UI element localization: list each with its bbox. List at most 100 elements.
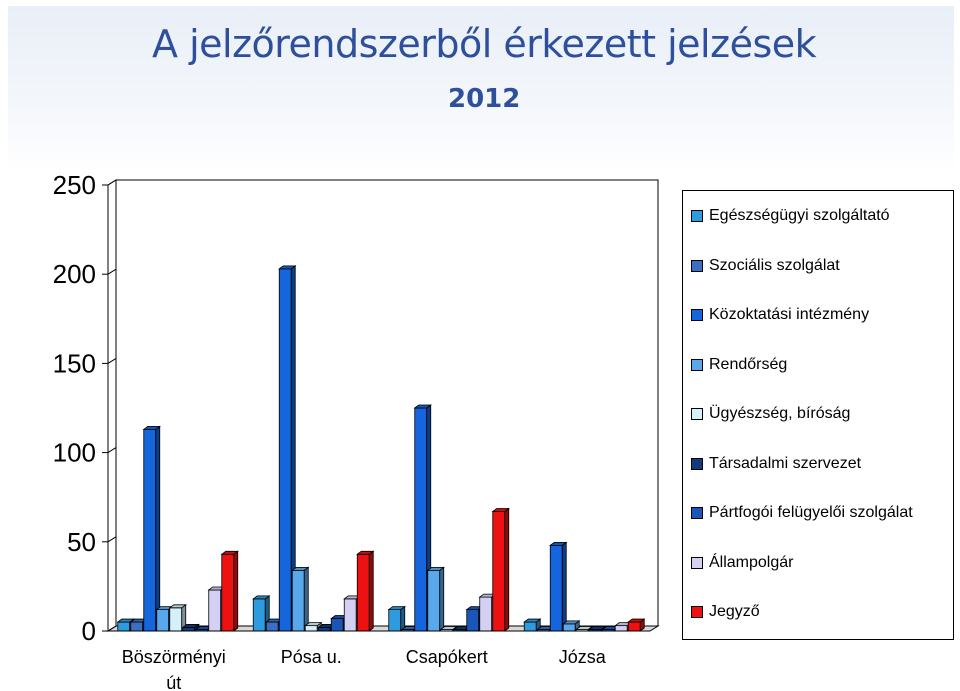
y-tick-label: 150 [53,348,96,378]
legend-label: Egészségügyi szolgáltató [709,207,890,224]
bar-1-1 [265,621,279,632]
legend-label: Társadalmi szervezet [709,454,862,472]
bar-0-8 [221,553,235,632]
legend-swatch [691,210,703,222]
legend-swatch [691,259,703,272]
bar-1-7 [343,598,357,632]
bar-3-2-side [561,541,567,632]
bar-1-8-side [368,550,374,632]
bar-0-8-side [233,550,239,632]
x-tick-label: Csapókert [406,647,488,667]
x-tick-label: Pósa u. [281,647,342,667]
header-background [8,6,954,172]
bar-2-0 [388,609,402,632]
legend-label: Ügyészség, bíróság [709,405,851,422]
bar-3-2-top [549,541,568,546]
bar-1-0 [252,598,266,632]
y-tick-label: 100 [53,438,96,468]
bar-3-7 [614,625,628,632]
legend-item: Állampolgár [691,552,793,574]
bar-3-8-top [627,618,646,623]
bar-2-0-top [387,606,406,610]
bar-1-0-top [252,595,271,600]
bar-0-2 [143,429,157,632]
y-tick-label: 50 [67,527,96,557]
legend-label: Rendőrség [709,355,788,373]
bar-2-3-top [426,566,445,571]
legend-item: Közoktatási intézmény [691,304,869,326]
bar-3-4-top [575,626,594,630]
bar-1-4 [304,625,318,632]
bar-1-2-top [278,265,297,270]
bar-1-8 [356,553,370,632]
y-tick-depth [107,625,117,632]
y-tick-depth [107,268,117,275]
legend-item: Szociális szolgálat [691,255,840,277]
bar-2-6 [466,609,480,632]
legend-item: Társadalmi szervezet [691,453,861,475]
bar-0-0 [117,621,131,632]
chart-back-wall [115,179,659,627]
bar-3-3-top [562,620,581,625]
bar-2-8-top [491,508,510,512]
bar-3-0 [523,621,537,632]
legend-swatch [691,507,703,519]
legend-swatch [691,556,703,569]
legend-label: Állampolgár [709,553,794,571]
bar-1-4-top [304,622,323,627]
bar-3-5-top [588,626,607,630]
bar-0-5-top [181,624,200,628]
legend-label: Pártfogói felügyelői szolgálat [709,504,913,521]
y-tick-label: 250 [53,170,96,200]
bar-0-4-top [168,604,187,609]
page-title: A jelzőrendszerből érkezett jelzések [152,22,817,66]
legend-label: Szociális szolgálat [709,256,840,274]
bar-2-2 [414,407,428,632]
bar-2-4-top [439,626,458,630]
legend-label: Jegyző [709,603,760,620]
bar-3-3 [562,623,576,632]
legend-swatch [691,606,703,618]
bar-0-0-top [116,618,135,623]
legend-label: Közoktatási intézmény [709,306,870,323]
page-subtitle: 2012 [448,84,521,114]
bar-1-6 [330,618,344,632]
bar-2-3 [427,569,441,632]
x-tick-label: út [166,673,181,691]
bar-1-8-top [356,550,375,555]
legend-item: Rendőrség [691,354,787,376]
bar-2-3-side [439,566,445,632]
bar-1-3-side [303,566,309,632]
y-tick-label: 0 [82,616,96,646]
y-tick-label: 200 [53,259,96,289]
legend-swatch [691,309,703,321]
legend-swatch [691,457,703,470]
bar-2-7 [479,596,493,632]
chart-side-wall [107,179,117,632]
y-tick-depth [107,536,117,543]
bar-2-8 [492,511,506,632]
y-tick-depth [107,447,117,454]
bar-0-4 [169,607,183,632]
legend-swatch [691,358,703,371]
bar-3-2 [549,544,563,632]
bar-1-2 [278,268,292,632]
y-tick-depth [107,179,117,186]
bar-1-5 [317,627,331,632]
legend-item: Egészségügyi szolgáltató [691,205,890,227]
y-tick-depth [107,357,117,364]
bar-2-8-side [504,507,510,632]
legend-item: Jegyző [691,601,760,623]
bar-0-8-top [220,550,239,555]
bar-0-5 [182,627,196,632]
bar-0-3 [156,609,170,632]
bar-1-3-top [291,566,310,571]
bar-0-2-top [142,426,161,430]
bar-3-0-top [523,618,542,623]
x-tick-label: Józsa [559,647,607,667]
x-tick-label: Böszörményi [122,647,226,667]
chart-legend: Egészségügyi szolgáltató Szociális szolgá… [682,190,954,640]
bar-3-8 [627,621,641,632]
legend-item: Ügyészség, bíróság [691,403,850,425]
